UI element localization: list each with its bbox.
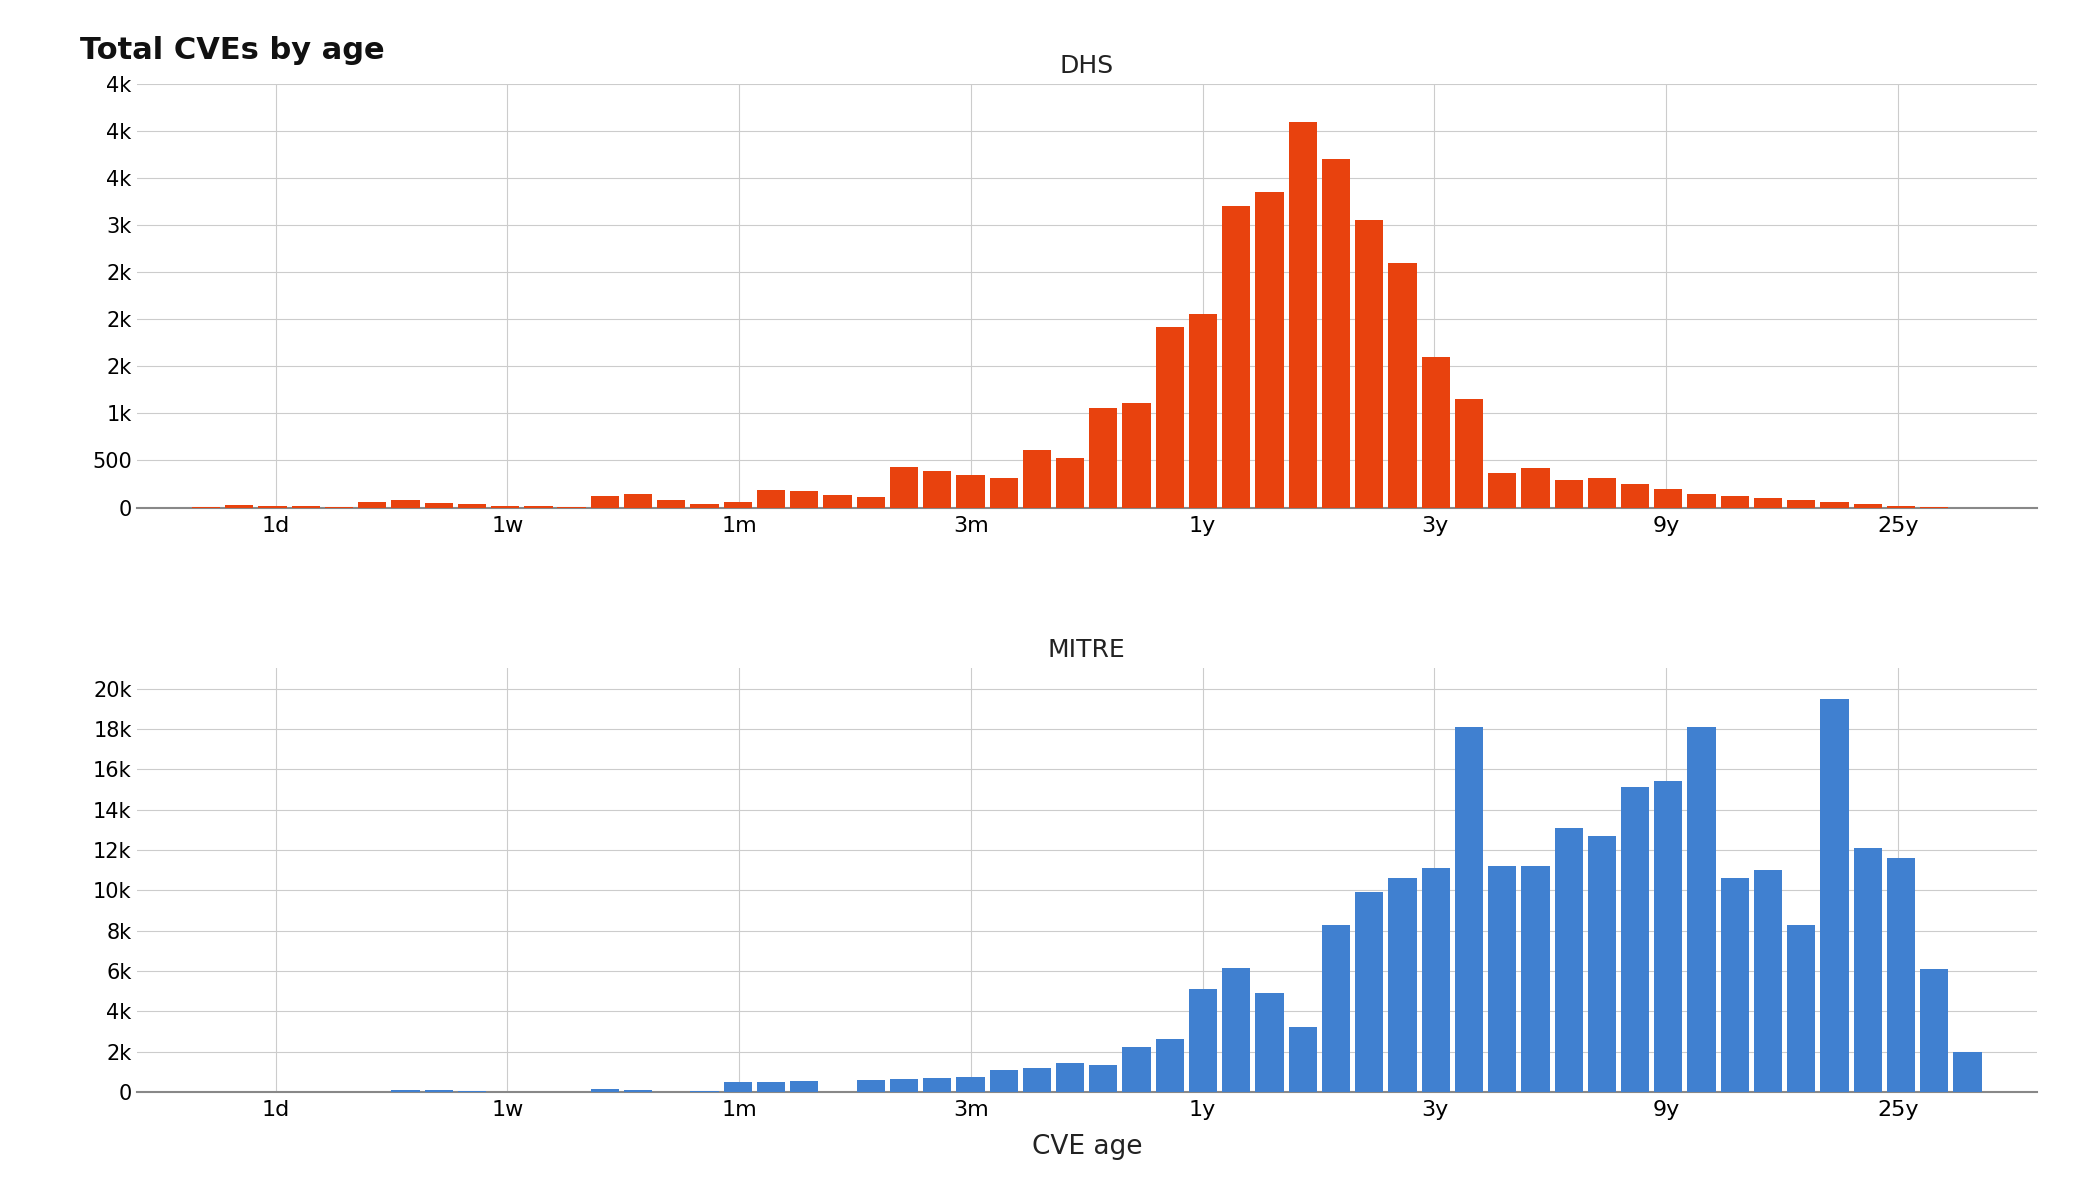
Bar xyxy=(1189,313,1218,508)
Text: Total CVEs by age: Total CVEs by age xyxy=(80,36,384,65)
Bar xyxy=(1056,457,1084,508)
Bar xyxy=(1455,727,1483,1092)
Bar xyxy=(823,496,853,508)
Bar xyxy=(1422,868,1449,1092)
Bar xyxy=(1388,263,1418,508)
Bar xyxy=(1854,848,1882,1092)
Bar xyxy=(857,497,884,508)
Bar xyxy=(1124,1046,1151,1092)
Bar xyxy=(1720,497,1749,508)
Bar xyxy=(424,1091,454,1092)
Bar xyxy=(890,467,918,508)
Bar xyxy=(1256,994,1283,1092)
Bar xyxy=(1554,480,1583,508)
Bar xyxy=(1888,858,1915,1092)
Bar xyxy=(691,504,718,508)
Bar xyxy=(1155,1038,1184,1092)
Bar xyxy=(924,470,951,508)
Bar xyxy=(1124,403,1151,508)
Bar xyxy=(624,494,653,508)
Bar xyxy=(424,503,454,508)
Bar xyxy=(956,474,985,508)
Bar xyxy=(1489,866,1516,1092)
Bar xyxy=(724,1082,752,1092)
X-axis label: CVE age: CVE age xyxy=(1031,1134,1142,1160)
Bar xyxy=(1621,484,1648,508)
Bar xyxy=(391,500,420,508)
Bar xyxy=(657,499,685,508)
Bar xyxy=(1520,866,1550,1092)
Bar xyxy=(1720,878,1749,1092)
Bar xyxy=(790,1081,819,1092)
Bar xyxy=(1321,925,1350,1092)
Bar xyxy=(790,491,819,508)
Bar xyxy=(1155,326,1184,508)
Bar xyxy=(1422,356,1449,508)
Bar xyxy=(225,505,254,508)
Bar xyxy=(1023,450,1050,508)
Bar xyxy=(1754,498,1783,508)
Bar xyxy=(458,504,485,508)
Bar xyxy=(1919,968,1949,1092)
Bar xyxy=(1090,408,1117,508)
Bar xyxy=(1222,968,1249,1092)
Bar xyxy=(1854,504,1882,508)
Bar xyxy=(1354,221,1384,508)
Bar xyxy=(1289,1027,1317,1092)
Bar xyxy=(1688,494,1716,508)
Bar xyxy=(1787,925,1814,1092)
Title: MITRE: MITRE xyxy=(1048,638,1126,662)
Bar xyxy=(756,1082,785,1092)
Bar xyxy=(989,1070,1018,1092)
Bar xyxy=(624,1091,653,1092)
Bar xyxy=(258,505,286,508)
Bar xyxy=(1023,1068,1050,1092)
Bar xyxy=(890,1079,918,1092)
Bar xyxy=(1554,828,1583,1092)
Bar xyxy=(1354,893,1384,1092)
Bar xyxy=(491,505,519,508)
Bar xyxy=(590,497,619,508)
Bar xyxy=(1090,1066,1117,1092)
Bar xyxy=(1688,727,1716,1092)
Bar xyxy=(1256,192,1283,508)
Bar xyxy=(1056,1063,1084,1092)
Bar xyxy=(857,1080,884,1092)
Bar xyxy=(1754,870,1783,1092)
Bar xyxy=(391,1090,420,1092)
Bar xyxy=(1189,989,1218,1092)
Bar xyxy=(1588,836,1617,1092)
Bar xyxy=(724,502,752,508)
Bar xyxy=(1621,787,1648,1092)
Bar xyxy=(292,506,319,508)
Bar xyxy=(924,1078,951,1092)
Bar xyxy=(1321,160,1350,508)
Bar xyxy=(1655,488,1682,508)
Bar xyxy=(590,1088,619,1092)
Bar xyxy=(1520,468,1550,508)
Bar xyxy=(1953,1051,1982,1092)
Bar xyxy=(1489,473,1516,508)
Bar xyxy=(1289,121,1317,508)
Bar xyxy=(1888,505,1915,508)
Bar xyxy=(1388,878,1418,1092)
Bar xyxy=(756,490,785,508)
Bar xyxy=(1655,781,1682,1092)
Bar xyxy=(359,503,386,508)
Title: DHS: DHS xyxy=(1060,54,1113,78)
Bar xyxy=(989,479,1018,508)
Bar xyxy=(956,1078,985,1092)
Bar xyxy=(1588,479,1617,508)
Bar xyxy=(1455,400,1483,508)
Bar xyxy=(1821,502,1848,508)
Bar xyxy=(1787,500,1814,508)
Bar xyxy=(525,505,552,508)
Bar xyxy=(1821,698,1848,1092)
Bar xyxy=(1222,206,1249,508)
